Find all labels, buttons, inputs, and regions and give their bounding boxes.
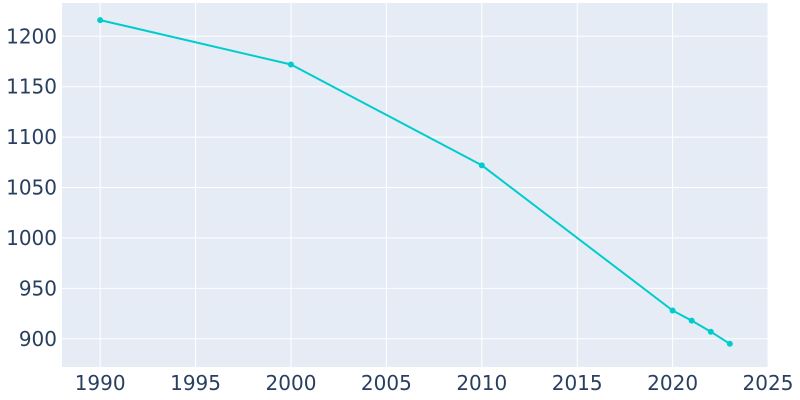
data-point[interactable] bbox=[669, 307, 676, 314]
y-tick-label: 1100 bbox=[6, 125, 57, 149]
y-tick-label: 1200 bbox=[6, 24, 57, 48]
y-tick-label: 950 bbox=[19, 276, 57, 300]
x-tick-label: 2010 bbox=[456, 371, 507, 395]
x-tick-label: 2025 bbox=[743, 371, 794, 395]
x-tick-label: 1990 bbox=[75, 371, 126, 395]
x-tick-label: 2020 bbox=[647, 371, 698, 395]
gridlines bbox=[62, 3, 769, 367]
data-point[interactable] bbox=[478, 162, 485, 169]
plot-area bbox=[62, 3, 768, 367]
data-point[interactable] bbox=[97, 17, 104, 24]
y-tick-label: 1150 bbox=[6, 75, 57, 99]
x-tick-label: 2015 bbox=[552, 371, 603, 395]
y-tick-label: 900 bbox=[19, 327, 57, 351]
x-tick-label: 1995 bbox=[170, 371, 221, 395]
y-tick-label: 1050 bbox=[6, 176, 57, 200]
data-point[interactable] bbox=[287, 61, 294, 68]
data-point[interactable] bbox=[688, 317, 695, 324]
data-point[interactable] bbox=[726, 340, 733, 347]
data-point[interactable] bbox=[707, 328, 714, 335]
y-tick-label: 1000 bbox=[6, 226, 57, 250]
x-axis-ticks: 1990 1995 2000 2005 2010 2015 2020 2025 bbox=[75, 371, 794, 395]
x-tick-label: 2000 bbox=[266, 371, 317, 395]
series-group bbox=[97, 17, 733, 347]
x-tick-label: 2005 bbox=[361, 371, 412, 395]
y-axis-ticks: 900 950 1000 1050 1100 1150 1200 bbox=[6, 24, 57, 350]
